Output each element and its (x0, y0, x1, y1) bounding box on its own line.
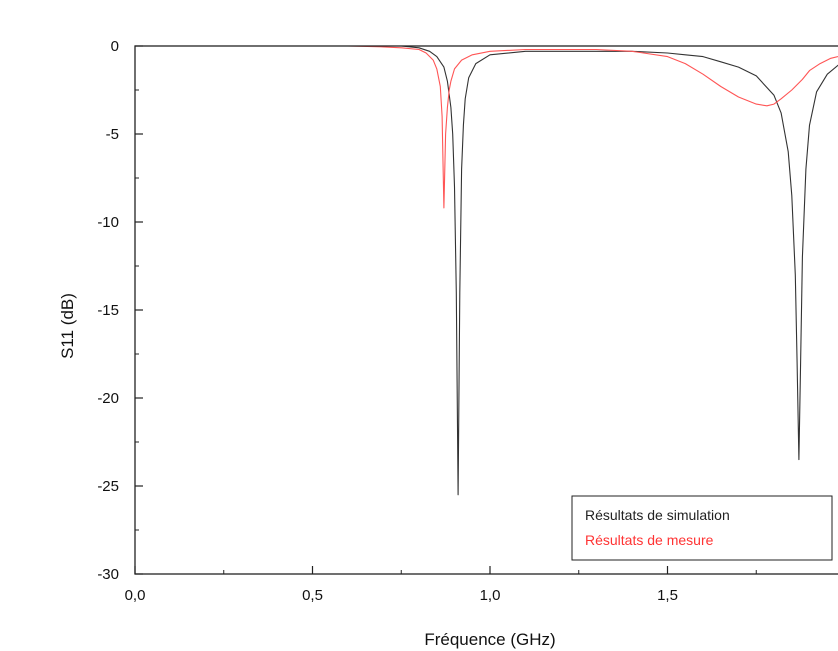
y-tick-label: -20 (97, 390, 119, 407)
y-tick-label: 0 (111, 38, 119, 55)
y-tick-label: -5 (106, 126, 119, 143)
y-tick-label: -10 (97, 214, 119, 231)
legend: Résultats de simulation Résultats de mes… (571, 495, 833, 561)
legend-box (571, 495, 833, 561)
plot-frame (134, 45, 838, 575)
y-tick-labels: 0 -5 -10 -15 -20 -25 -30 (97, 38, 119, 583)
x-tick-label: 0,5 (302, 587, 323, 604)
x-axis-title: Fréquence (GHz) (424, 630, 555, 649)
series-layer (312, 45, 838, 496)
x-tick-labels: 0,00,51,01,52 (125, 587, 678, 604)
x-tick-label: 1,0 (480, 587, 501, 604)
series-line-mesure (312, 45, 838, 209)
y-axis-title: S11 (dB) (58, 293, 77, 359)
series-line-simulation (312, 45, 838, 496)
y-tick-label: -25 (97, 478, 119, 495)
axis-ticks (134, 45, 757, 575)
legend-entry-simulation: Résultats de simulation (585, 507, 730, 523)
x-tick-label: 1,5 (657, 587, 678, 604)
legend-entry-mesure: Résultats de mesure (585, 532, 714, 548)
y-tick-label: -30 (97, 566, 119, 583)
y-tick-label: -15 (97, 302, 119, 319)
x-tick-label: 0,0 (125, 587, 146, 604)
